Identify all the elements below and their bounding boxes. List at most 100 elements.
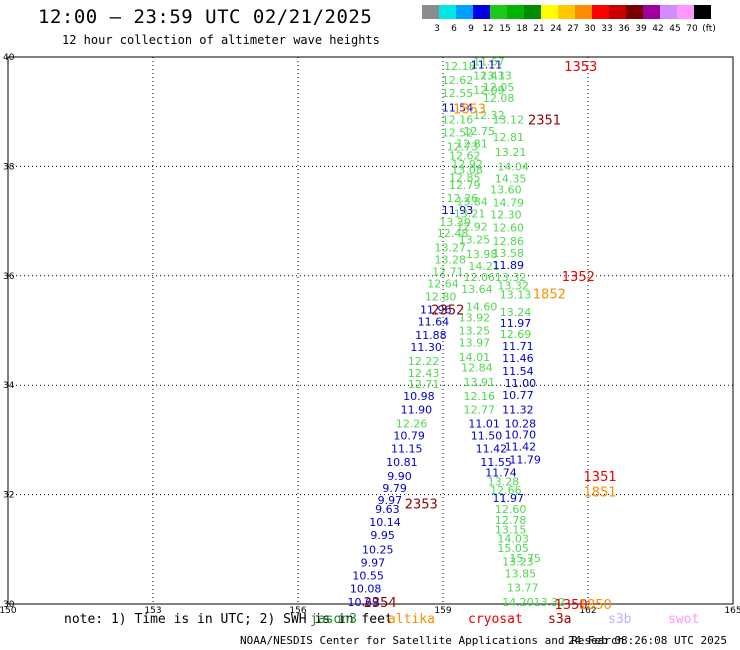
x-tick-label: 159 xyxy=(434,606,451,616)
wave-height-value: 10.08 xyxy=(350,583,382,596)
wave-height-value: 11.64 xyxy=(418,316,450,329)
wave-height-value: 13.60 xyxy=(490,183,522,196)
wave-height-value: 14.35 xyxy=(495,172,527,185)
wave-height-value: 13.27 xyxy=(435,241,467,254)
wave-height-value: 13.84 xyxy=(456,195,488,208)
wave-height-value: 12.71 xyxy=(432,265,464,278)
wave-height-value: 10.28 xyxy=(505,417,537,430)
wave-height-value: 10.79 xyxy=(393,430,425,443)
chart-title: 12:00 – 23:59 UTC 02/21/2025 xyxy=(38,6,373,28)
wave-height-value: 12.08 xyxy=(483,92,515,105)
colorbar-swatch-42 xyxy=(643,5,660,19)
wave-height-value: 11.55 xyxy=(480,456,512,469)
colorbar-swatch-45 xyxy=(660,5,677,19)
y-tick-label: 40 xyxy=(3,53,15,63)
wave-height-value: 13.85 xyxy=(505,567,537,580)
wave-height-value: 12.60 xyxy=(493,222,525,235)
wave-height-value: 12.86 xyxy=(493,235,525,248)
plot-frame xyxy=(7,56,734,605)
wave-height-value: 12.32 xyxy=(473,109,505,122)
wave-height-value: 14.04 xyxy=(497,160,529,173)
wave-height-value: 13.25 xyxy=(459,234,491,247)
colorbar-label: 30 xyxy=(584,24,596,34)
wave-height-value: 13.12 xyxy=(493,113,525,126)
colorbar-swatch-39 xyxy=(626,5,643,19)
wave-height-value: 13.58 xyxy=(493,247,525,260)
wave-height-value: 11.50 xyxy=(471,430,503,443)
pass-time-label: 2351 xyxy=(528,113,561,128)
wave-height-value: 12.75 xyxy=(464,125,496,138)
wave-height-value: 12.73 xyxy=(447,141,479,154)
colorbar-label: 27 xyxy=(567,24,578,34)
wave-height-value: 15.75 xyxy=(509,552,541,565)
wave-height-value: 13.92 xyxy=(459,311,491,324)
wave-height-value: 11.88 xyxy=(415,329,447,342)
wave-height-value: 15.05 xyxy=(497,542,529,555)
wave-height-value: 12.22 xyxy=(408,355,440,368)
wave-height-value: 12.48 xyxy=(437,227,469,240)
pass-time-label: 1850 xyxy=(579,598,612,613)
colorbar-swatch-black xyxy=(694,5,711,19)
wave-height-value: 12.52 xyxy=(442,126,474,139)
wave-height-value: 13.98 xyxy=(466,248,498,261)
wave-height-value: 13.28 xyxy=(435,253,467,266)
wave-height-value: 11.74 xyxy=(485,467,517,480)
colorbar-label: 15 xyxy=(499,24,510,34)
wave-height-value: 12.81 xyxy=(456,137,488,150)
wave-height-value: 11.32 xyxy=(502,403,534,416)
wave-height-value: 14.03 xyxy=(497,532,529,545)
credit-text: NOAA/NESDIS Center for Satellite Applica… xyxy=(240,634,625,647)
wave-height-value: 12.77 xyxy=(464,403,496,416)
colorbar-swatch-9 xyxy=(456,5,473,19)
x-tick-label: 165 xyxy=(724,606,740,616)
wave-height-value: 9.95 xyxy=(370,529,395,542)
wave-height-value: 11.11 xyxy=(471,59,503,72)
wave-height-value: 12.78 xyxy=(495,514,527,527)
wave-height-value: 12.92 xyxy=(451,158,483,171)
wave-height-value: 12.26 xyxy=(447,192,479,205)
wave-height-value: 10.14 xyxy=(369,516,401,529)
x-tick-label: 150 xyxy=(0,606,17,616)
wave-height-value: 9.63 xyxy=(375,503,400,516)
wave-height-value: 12.16 xyxy=(442,113,474,126)
pass-time-label: 1851 xyxy=(584,485,617,500)
wave-height-value: 13.77 xyxy=(507,582,539,595)
wave-height-value: 12.92 xyxy=(456,221,488,234)
wave-height-value: 12.64 xyxy=(427,277,459,290)
wave-height-value: 11.42 xyxy=(505,440,537,453)
colorbar-swatch-18 xyxy=(507,5,524,19)
wave-height-value: 13.97 xyxy=(459,337,491,350)
wave-height-value: 10.70 xyxy=(505,428,537,441)
pass-time-label: 1853 xyxy=(453,102,486,117)
x-tick-label: 153 xyxy=(144,606,161,616)
wave-height-value: 11.15 xyxy=(391,443,423,456)
wave-height-value: 12.62 xyxy=(449,149,481,162)
colorbar-label: 18 xyxy=(516,24,528,34)
wave-height-value: 13.13 xyxy=(500,288,532,301)
wave-height-value: 12.26 xyxy=(396,417,428,430)
wave-height-value: 11.96 xyxy=(420,304,452,317)
colorbar-label: 21 xyxy=(533,24,544,34)
wave-height-value: 12.79 xyxy=(449,179,481,192)
pass-time-label: 2352 xyxy=(431,304,464,319)
pass-time-label: 1852 xyxy=(533,287,566,302)
x-tick-label: 162 xyxy=(579,606,596,616)
wave-height-value: 12.05 xyxy=(483,81,515,94)
mission-s3a: s3a xyxy=(548,612,572,627)
timestamp-text: 24 Feb 08:26:08 UTC 2025 xyxy=(568,634,727,647)
pass-time-label: 1352 xyxy=(562,270,595,285)
wave-height-value: 13.25 xyxy=(459,325,491,338)
wave-height-value: 10.81 xyxy=(386,456,418,469)
wave-height-value: 12.16 xyxy=(464,390,496,403)
wave-height-value: 11.01 xyxy=(468,417,500,430)
wave-height-value: 11.42 xyxy=(476,443,508,456)
wave-height-value: 13.32 xyxy=(497,280,529,293)
mission-jason3: jason3 xyxy=(310,612,357,627)
wave-height-value: 13.21 xyxy=(495,146,527,159)
wave-height-value: 14.60 xyxy=(466,300,498,313)
wave-height-value: 14.21 xyxy=(468,260,500,273)
colorbar-swatch-21 xyxy=(524,5,541,19)
wave-height-value: 12.18 xyxy=(444,60,476,73)
wave-height-value: 9.97 xyxy=(361,556,386,569)
wave-height-value: 11.00 xyxy=(505,377,537,390)
